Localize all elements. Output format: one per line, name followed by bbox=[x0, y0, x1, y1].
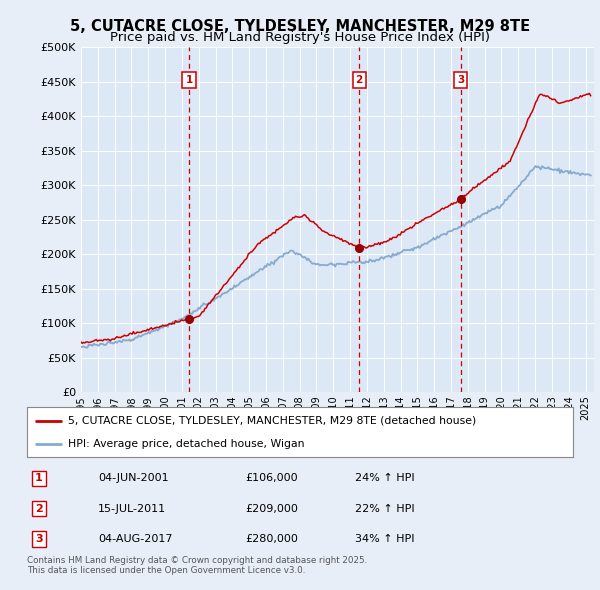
Text: Price paid vs. HM Land Registry's House Price Index (HPI): Price paid vs. HM Land Registry's House … bbox=[110, 31, 490, 44]
Text: 3: 3 bbox=[457, 75, 464, 85]
Text: 5, CUTACRE CLOSE, TYLDESLEY, MANCHESTER, M29 8TE (detached house): 5, CUTACRE CLOSE, TYLDESLEY, MANCHESTER,… bbox=[68, 415, 476, 425]
Text: 2: 2 bbox=[356, 75, 363, 85]
Text: 15-JUL-2011: 15-JUL-2011 bbox=[98, 504, 166, 514]
Text: 04-AUG-2017: 04-AUG-2017 bbox=[98, 534, 172, 544]
Text: 04-JUN-2001: 04-JUN-2001 bbox=[98, 473, 169, 483]
Text: £280,000: £280,000 bbox=[245, 534, 298, 544]
Text: 5, CUTACRE CLOSE, TYLDESLEY, MANCHESTER, M29 8TE: 5, CUTACRE CLOSE, TYLDESLEY, MANCHESTER,… bbox=[70, 19, 530, 34]
Text: Contains HM Land Registry data © Crown copyright and database right 2025.
This d: Contains HM Land Registry data © Crown c… bbox=[27, 556, 367, 575]
Text: 3: 3 bbox=[35, 534, 43, 544]
Text: 24% ↑ HPI: 24% ↑ HPI bbox=[355, 473, 414, 483]
Text: £209,000: £209,000 bbox=[245, 504, 298, 514]
Text: 1: 1 bbox=[185, 75, 193, 85]
Text: 1: 1 bbox=[35, 473, 43, 483]
Text: £106,000: £106,000 bbox=[245, 473, 298, 483]
Text: 34% ↑ HPI: 34% ↑ HPI bbox=[355, 534, 414, 544]
Text: 22% ↑ HPI: 22% ↑ HPI bbox=[355, 504, 414, 514]
Text: 2: 2 bbox=[35, 504, 43, 514]
Text: HPI: Average price, detached house, Wigan: HPI: Average price, detached house, Wiga… bbox=[68, 439, 304, 449]
